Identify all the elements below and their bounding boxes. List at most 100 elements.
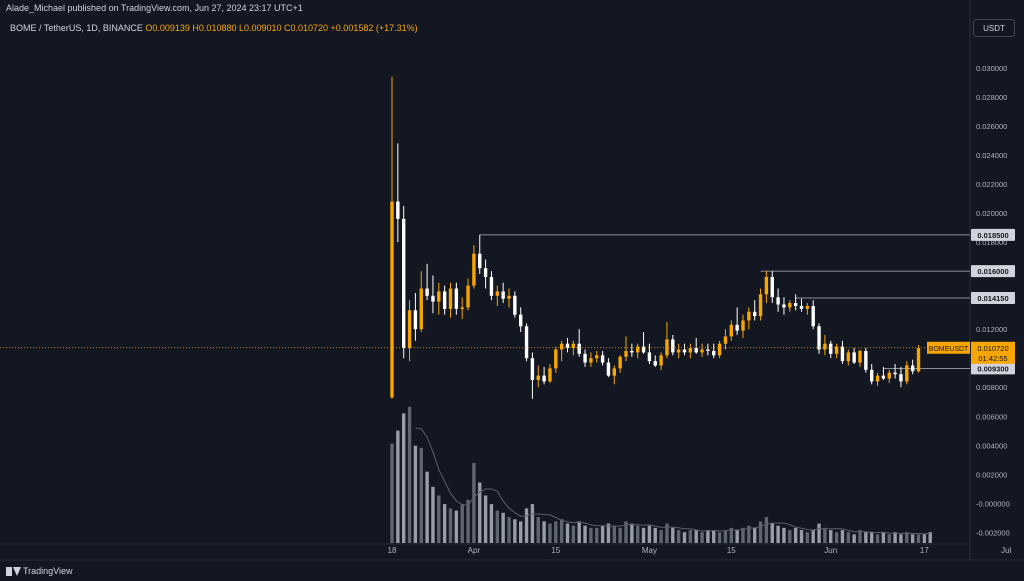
volume-bar <box>483 495 488 543</box>
candle-body <box>448 288 453 309</box>
footer-brand[interactable]: TradingView <box>6 566 73 576</box>
volume-bar <box>735 530 739 543</box>
volume-bar <box>717 532 722 543</box>
price-tick-label: -0.002000 <box>976 528 1010 537</box>
candle-body <box>489 276 494 296</box>
candle-body <box>870 369 874 382</box>
volume-bar <box>881 532 886 543</box>
candle-body <box>542 375 546 382</box>
volume-bar <box>548 523 552 543</box>
candle <box>764 271 769 304</box>
candle <box>758 288 763 321</box>
candle-body <box>636 346 640 353</box>
candle-body <box>402 218 406 349</box>
price-tick-label: 0.030000 <box>976 64 1007 73</box>
volume-bar <box>413 445 418 543</box>
candle <box>834 343 839 359</box>
candle <box>460 297 464 320</box>
time-tick-label: Jun <box>824 546 837 555</box>
volume-bar <box>864 532 868 543</box>
volume-bar <box>530 504 535 543</box>
volume-bar <box>723 530 728 543</box>
candle <box>407 300 412 362</box>
candle <box>530 352 535 399</box>
candle-body <box>846 352 850 362</box>
candle-body <box>694 348 698 353</box>
price-tick-label: 0.022000 <box>976 180 1007 189</box>
volume-bar <box>437 495 441 543</box>
candle <box>829 340 833 359</box>
candle-body <box>466 285 470 308</box>
candle <box>595 350 599 363</box>
time-axis[interactable]: 18Apr15May15Jun17Jul15Aug <box>388 546 1024 555</box>
candle-body <box>793 303 798 306</box>
candle <box>723 329 728 350</box>
candle <box>700 343 704 357</box>
volume-bar <box>606 523 611 543</box>
candle-body <box>799 305 804 309</box>
header-bar: Alade_Michael published on TradingView.c… <box>0 0 1024 18</box>
currency-button[interactable]: USDT <box>973 19 1015 37</box>
candle <box>893 364 897 379</box>
time-tick-label: Jul <box>1001 546 1011 555</box>
candle-body <box>612 368 616 376</box>
candle <box>559 340 564 362</box>
candle <box>823 334 827 356</box>
volume-bar <box>595 527 599 543</box>
candle <box>805 303 810 315</box>
symbol-name[interactable]: BOME / TetherUS, 1D, BINANCE <box>10 23 143 33</box>
time-tick-label: 15 <box>727 546 736 555</box>
level-label-box <box>971 228 1015 241</box>
volume-bar <box>571 525 576 543</box>
horizontal-levels[interactable] <box>479 234 970 369</box>
candle <box>770 271 774 304</box>
volume-bar <box>671 527 675 543</box>
volume-bar <box>899 534 903 543</box>
candle-body <box>425 288 429 296</box>
candle <box>694 337 698 354</box>
volume-bar <box>559 519 564 543</box>
brand-name: TradingView <box>23 566 73 576</box>
candle <box>483 259 488 289</box>
time-tick-label: Apr <box>468 546 481 555</box>
candle-body <box>782 304 786 308</box>
candle <box>659 352 663 370</box>
tradingview-logo-icon <box>6 566 21 576</box>
volume-bar <box>641 527 646 543</box>
candle <box>671 334 675 356</box>
volume-bar <box>817 523 821 543</box>
price-tick-label: 0.012000 <box>976 325 1007 334</box>
price-tick-label: 0.018000 <box>976 238 1007 247</box>
volume-bar <box>577 521 581 543</box>
volume-bar <box>419 447 423 543</box>
candle <box>489 271 494 301</box>
level-label: 0.009300 <box>977 364 1008 373</box>
time-tick-label: 15 <box>551 546 560 555</box>
candle-body <box>600 355 605 363</box>
candle-body <box>618 356 622 369</box>
candle <box>811 300 815 330</box>
candle <box>448 282 453 318</box>
candle <box>624 336 628 362</box>
candle-body <box>437 291 441 302</box>
candle <box>437 282 441 315</box>
candle <box>636 343 640 359</box>
candle <box>665 321 669 359</box>
volume-bar <box>460 504 464 543</box>
candle <box>548 364 552 383</box>
candle-body <box>624 350 628 357</box>
price-tick-label: 0.020000 <box>976 209 1007 218</box>
candle <box>706 343 710 356</box>
volume-bar <box>636 525 640 543</box>
candle-body <box>893 372 897 375</box>
candle <box>846 349 850 366</box>
volume-bar <box>700 532 704 543</box>
volume-bar <box>519 521 523 543</box>
candle <box>612 365 616 385</box>
symbol-legend[interactable]: BOME / TetherUS, 1D, BINANCE O0.009139 H… <box>10 23 418 33</box>
candle <box>881 366 886 380</box>
candle-body <box>536 375 540 380</box>
volume-bar <box>618 527 622 543</box>
candle-body <box>747 311 751 321</box>
